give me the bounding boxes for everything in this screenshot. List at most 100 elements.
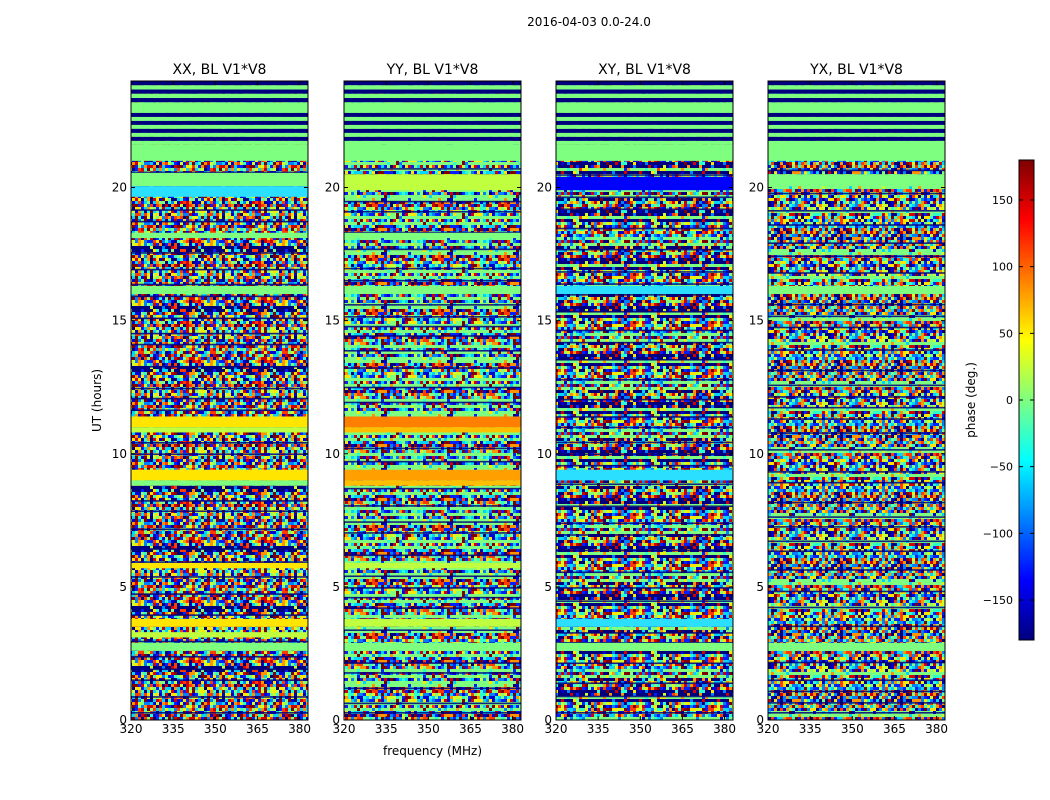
x-tick-label: 350 (841, 722, 864, 736)
y-tick-label: 5 (756, 580, 764, 594)
stripe-band (556, 112, 733, 117)
phase-band (131, 427, 308, 433)
flagged-row (768, 606, 945, 609)
x-tick-label: 350 (417, 722, 440, 736)
flagged-row (556, 453, 733, 456)
y-tick-label: 0 (544, 713, 552, 727)
flagged-row (768, 326, 945, 329)
phase-band (344, 618, 521, 627)
stripe-band (344, 81, 521, 86)
flagged-row (556, 329, 733, 332)
y-tick-label: 5 (544, 580, 552, 594)
flagged-row (131, 576, 308, 578)
y-tick-label: 20 (537, 181, 552, 195)
flagged-row (556, 227, 733, 230)
y-axis-label: UT (hours) (90, 369, 104, 432)
flagged-row (768, 569, 945, 571)
colorbar-tick-label: 100 (992, 261, 1013, 274)
axes-frame (767, 80, 946, 721)
y-tick-label: 0 (756, 713, 764, 727)
flagged-row (131, 209, 308, 211)
colorbar-tick-label: 150 (992, 194, 1013, 207)
flagged-row (131, 510, 308, 513)
flagged-row (344, 460, 521, 463)
colorbar-tick-label: −50 (990, 461, 1013, 474)
flagged-row (131, 295, 308, 298)
flagged-row (131, 220, 308, 223)
flagged-row (556, 505, 733, 508)
flagged-row (344, 316, 521, 318)
flagged-row (344, 687, 521, 690)
x-tick-label: 320 (545, 722, 568, 736)
flagged-row (768, 224, 945, 226)
stripe-band (556, 85, 733, 90)
x-tick-label: 380 (713, 722, 736, 736)
stripe-band (131, 85, 308, 90)
flagged-row (768, 396, 945, 398)
flagged-row (131, 365, 308, 368)
axes-frame (555, 80, 734, 721)
flagged-row (344, 532, 521, 534)
panel-title: XX, BL V1*V8 (173, 62, 267, 78)
flagged-row (768, 679, 945, 682)
flagged-row (131, 548, 308, 550)
flagged-row (768, 471, 945, 473)
heatmap-panel-4: YX, BL V1*V8 320 335 350 365 380 0 5 10 15 20 (749, 62, 948, 736)
flagged-row (556, 283, 733, 285)
flagged-row (344, 505, 521, 507)
colorbar: 150 100 50 0 −50 −100 −150 phase (deg.) (964, 159, 1035, 641)
flagged-row (344, 554, 521, 557)
flagged-row (344, 629, 521, 631)
phase-band (131, 562, 308, 569)
flagged-row (768, 501, 945, 504)
flagged-row (768, 369, 945, 372)
stripe-band (768, 89, 945, 94)
flagged-row (344, 575, 521, 578)
stripe-band (768, 112, 945, 117)
x-tick-label: 350 (629, 722, 652, 736)
flagged-row (344, 248, 521, 251)
flagged-row (344, 210, 521, 213)
flagged-row (344, 596, 521, 599)
phase-band (768, 642, 945, 651)
flagged-row (344, 367, 521, 369)
flagged-row (131, 171, 308, 174)
flagged-row (131, 387, 308, 390)
flagged-row (131, 668, 308, 671)
colorbar-tick-label: 50 (999, 327, 1013, 340)
flagged-row (344, 521, 521, 523)
flagged-row (768, 210, 945, 212)
flagged-row (131, 655, 308, 658)
flagged-row (556, 271, 733, 273)
phase-band (131, 232, 308, 239)
y-tick-label: 10 (537, 447, 552, 461)
flagged-row (344, 487, 521, 490)
flagged-row (344, 350, 521, 352)
y-tick-label: 10 (112, 447, 127, 461)
stripe-band (344, 132, 521, 137)
flagged-row (556, 712, 733, 714)
stripe-band (556, 128, 733, 133)
y-tick-label: 10 (749, 447, 764, 461)
flagged-row (131, 332, 308, 335)
stripe-band (768, 140, 945, 145)
flagged-row (768, 625, 945, 628)
flagged-row (131, 343, 308, 346)
flagged-row (131, 640, 308, 643)
flagged-row (344, 386, 521, 389)
stripe-band (344, 85, 521, 90)
flagged-row (344, 267, 521, 270)
stripe-band (768, 128, 945, 133)
stripe-band (131, 116, 308, 121)
x-tick-label: 380 (925, 722, 948, 736)
flagged-row (344, 662, 521, 664)
y-tick-label: 0 (332, 713, 340, 727)
flagged-row (556, 600, 733, 602)
flagged-row (131, 528, 308, 531)
stripe-band (556, 140, 733, 145)
y-tick-label: 20 (749, 181, 764, 195)
flagged-row (768, 690, 945, 693)
phase-band (344, 562, 521, 569)
flagged-row (131, 268, 308, 271)
flagged-row (556, 248, 733, 251)
